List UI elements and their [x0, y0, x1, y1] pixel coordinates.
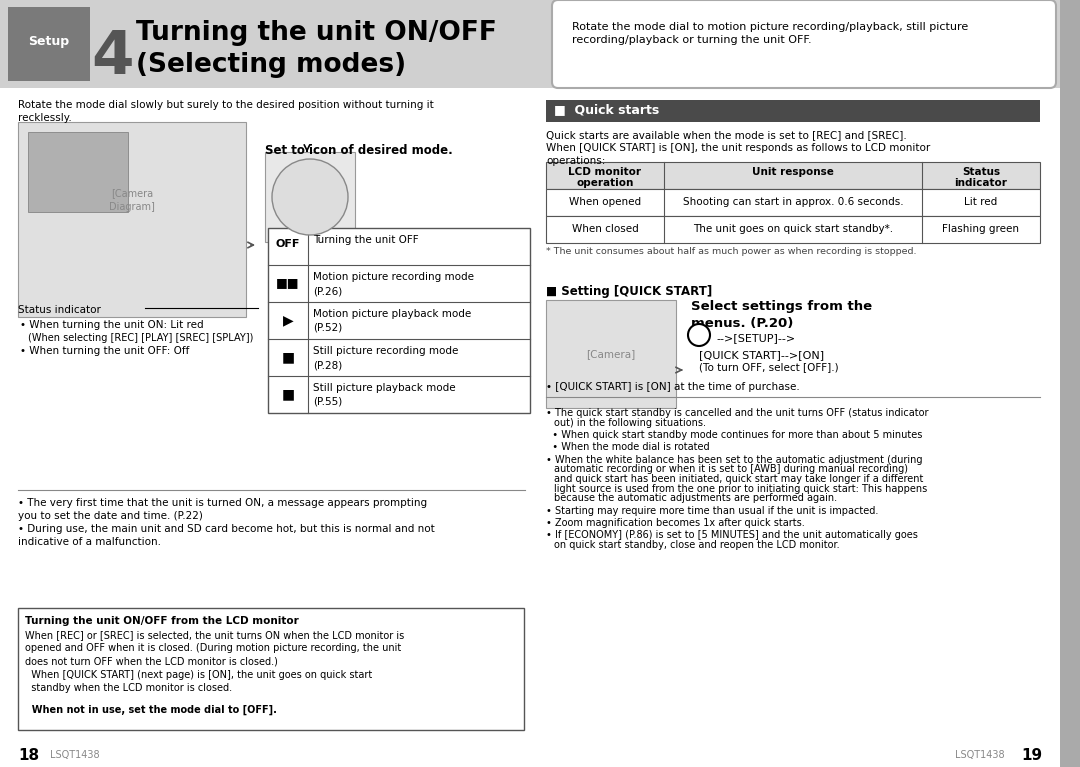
Text: indicator: indicator — [955, 178, 1008, 188]
Text: Set to icon of desired mode.: Set to icon of desired mode. — [265, 144, 453, 157]
Text: When closed: When closed — [571, 224, 638, 234]
Text: When [REC] or [SREC] is selected, the unit turns ON when the LCD monitor is
open: When [REC] or [SREC] is selected, the un… — [25, 630, 404, 693]
Bar — [28, 132, 129, 212]
Text: (P.28): (P.28) — [313, 360, 342, 370]
Text: and quick start has been initiated, quick start may take longer if a different: and quick start has been initiated, quic… — [554, 474, 923, 484]
Bar — [546, 100, 1040, 122]
Text: LSQT1438: LSQT1438 — [956, 750, 1005, 760]
Text: Turning the unit ON/OFF: Turning the unit ON/OFF — [136, 20, 497, 46]
Text: LCD monitor: LCD monitor — [568, 167, 642, 177]
Text: (P.55): (P.55) — [313, 397, 342, 407]
Text: ■  Quick starts: ■ Quick starts — [554, 103, 659, 116]
Text: ■: ■ — [282, 350, 295, 364]
Text: Status: Status — [962, 167, 1000, 177]
Text: • When turning the unit ON: Lit red: • When turning the unit ON: Lit red — [21, 320, 204, 330]
Text: (P.26): (P.26) — [313, 286, 342, 296]
Bar — [1059, 0, 1080, 767]
FancyBboxPatch shape — [552, 0, 1056, 88]
Text: Still picture playback mode: Still picture playback mode — [313, 383, 456, 393]
Text: on quick start standby, close and reopen the LCD monitor.: on quick start standby, close and reopen… — [554, 540, 839, 550]
Text: * The unit consumes about half as much power as when recording is stopped.: * The unit consumes about half as much p… — [546, 247, 917, 256]
Text: Motion picture recording mode: Motion picture recording mode — [313, 272, 474, 282]
Text: Status indicator: Status indicator — [18, 305, 100, 315]
Text: ▶: ▶ — [283, 313, 294, 327]
Text: [Camera
Diagram]: [Camera Diagram] — [109, 189, 154, 212]
Text: operation: operation — [577, 178, 634, 188]
Text: • When the mode dial is rotated: • When the mode dial is rotated — [546, 443, 710, 453]
Bar — [546, 189, 1040, 216]
Bar — [0, 0, 1080, 88]
Bar — [18, 122, 246, 317]
Text: Flashing green: Flashing green — [943, 224, 1020, 234]
Text: out) in the following situations.: out) in the following situations. — [554, 417, 706, 427]
Text: Unit response: Unit response — [752, 167, 834, 177]
Text: ■ Setting [QUICK START]: ■ Setting [QUICK START] — [546, 285, 712, 298]
Text: [Camera]: [Camera] — [586, 349, 636, 359]
Text: Shooting can start in approx. 0.6 seconds.: Shooting can start in approx. 0.6 second… — [683, 197, 903, 207]
Text: Lit red: Lit red — [964, 197, 998, 207]
Text: • If [ECONOMY] (P.86) is set to [5 MINUTES] and the unit automatically goes: • If [ECONOMY] (P.86) is set to [5 MINUT… — [546, 531, 918, 541]
Text: -->[SETUP]-->: -->[SETUP]--> — [716, 333, 795, 343]
Text: Still picture recording mode: Still picture recording mode — [313, 346, 458, 356]
Text: Motion picture playback mode: Motion picture playback mode — [313, 309, 471, 319]
Text: When opened: When opened — [569, 197, 642, 207]
Bar — [546, 216, 1040, 243]
Bar — [268, 228, 530, 413]
Text: When [QUICK START] is [ON], the unit responds as follows to LCD monitor
operatio: When [QUICK START] is [ON], the unit res… — [546, 143, 930, 166]
Text: (P.52): (P.52) — [313, 323, 342, 333]
Text: automatic recording or when it is set to [AWB] during manual recording): automatic recording or when it is set to… — [554, 465, 908, 475]
Text: OFF: OFF — [275, 239, 300, 249]
Circle shape — [688, 324, 710, 346]
Text: 19: 19 — [1021, 748, 1042, 763]
Text: Turning the unit OFF: Turning the unit OFF — [313, 235, 419, 245]
Text: Quick starts are available when the mode is set to [REC] and [SREC].: Quick starts are available when the mode… — [546, 130, 907, 140]
Text: • The quick start standby is cancelled and the unit turns OFF (status indicator: • The quick start standby is cancelled a… — [546, 408, 929, 418]
Bar — [18, 608, 524, 730]
Text: (When selecting [REC] [PLAY] [SREC] [SPLAY]): (When selecting [REC] [PLAY] [SREC] [SPL… — [28, 333, 254, 343]
Text: • The very first time that the unit is turned ON, a message appears prompting
yo: • The very first time that the unit is t… — [18, 498, 427, 522]
Text: [Dial]: [Dial] — [297, 195, 323, 205]
Text: • Zoom magnification becomes 1x after quick starts.: • Zoom magnification becomes 1x after qu… — [546, 518, 805, 528]
Text: light source is used from the one prior to initiating quick start: This happens: light source is used from the one prior … — [554, 483, 928, 493]
Circle shape — [272, 159, 348, 235]
Bar — [546, 300, 676, 408]
Text: because the automatic adjustments are performed again.: because the automatic adjustments are pe… — [554, 493, 837, 503]
Text: • When turning the unit OFF: Off: • When turning the unit OFF: Off — [21, 346, 189, 356]
Text: MENU: MENU — [689, 331, 710, 337]
Text: 4: 4 — [92, 28, 134, 87]
Text: Setup: Setup — [28, 35, 69, 48]
Text: • During use, the main unit and SD card become hot, but this is normal and not
i: • During use, the main unit and SD card … — [18, 524, 435, 547]
Text: • When the white balance has been set to the automatic adjustment (during: • When the white balance has been set to… — [546, 455, 922, 465]
Text: (Selecting modes): (Selecting modes) — [136, 52, 406, 78]
Text: When not in use, set the mode dial to [OFF].: When not in use, set the mode dial to [O… — [25, 705, 276, 716]
Text: [QUICK START]-->[ON]: [QUICK START]-->[ON] — [699, 350, 824, 360]
Text: 18: 18 — [18, 748, 39, 763]
Text: Turning the unit ON/OFF from the LCD monitor: Turning the unit ON/OFF from the LCD mon… — [25, 616, 299, 626]
Text: ■■: ■■ — [276, 276, 300, 289]
Text: ■: ■ — [282, 387, 295, 401]
Text: • When quick start standby mode continues for more than about 5 minutes: • When quick start standby mode continue… — [546, 430, 922, 440]
Bar — [265, 152, 355, 242]
Text: Rotate the mode dial to motion picture recording/playback, still picture
recordi: Rotate the mode dial to motion picture r… — [572, 22, 969, 45]
Bar — [546, 162, 1040, 189]
Text: LSQT1438: LSQT1438 — [50, 750, 99, 760]
Text: • Starting may require more time than usual if the unit is impacted.: • Starting may require more time than us… — [546, 505, 878, 515]
Text: (To turn OFF, select [OFF].): (To turn OFF, select [OFF].) — [699, 362, 839, 372]
Text: Select settings from the
menus. (P.20): Select settings from the menus. (P.20) — [691, 300, 873, 330]
Text: The unit goes on quick start standby*.: The unit goes on quick start standby*. — [693, 224, 893, 234]
Text: Rotate the mode dial slowly but surely to the desired position without turning i: Rotate the mode dial slowly but surely t… — [18, 100, 434, 123]
Bar — [8, 7, 90, 81]
Text: • [QUICK START] is [ON] at the time of purchase.: • [QUICK START] is [ON] at the time of p… — [546, 382, 800, 392]
